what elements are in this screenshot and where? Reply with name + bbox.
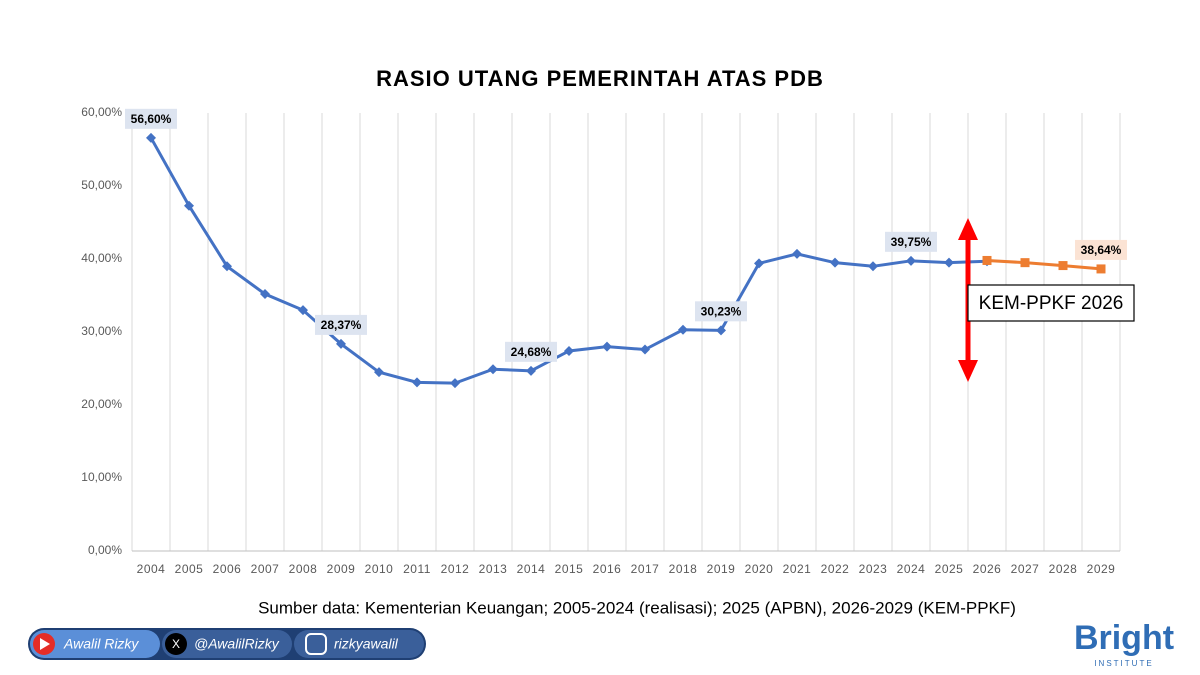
x-tick-label: 2006 xyxy=(213,562,242,576)
instagram-handle: rizkyawalil xyxy=(334,636,399,652)
marker xyxy=(146,132,156,143)
logo: Bright xyxy=(1074,619,1174,657)
x-tick-label: 2023 xyxy=(859,562,888,576)
data-label: 30,23% xyxy=(701,304,742,318)
y-tick-label: 0,00% xyxy=(88,543,122,557)
x-tick-label: 2009 xyxy=(327,562,356,576)
x-tick-label: 2016 xyxy=(593,562,622,576)
y-tick-label: 60,00% xyxy=(81,105,122,119)
marker xyxy=(982,255,992,265)
x-tick-label: 2025 xyxy=(935,562,964,576)
marker xyxy=(640,344,650,355)
y-tick-label: 30,00% xyxy=(81,324,122,338)
marker xyxy=(336,338,346,349)
marker xyxy=(830,257,840,268)
x-tick-label: 2022 xyxy=(821,562,850,576)
source: Sumber data: Kementerian Keuangan; 2005-… xyxy=(258,598,1016,617)
x-tick-label: 2020 xyxy=(745,562,774,576)
x-tick-label: 2010 xyxy=(365,562,394,576)
data-label: 38,64% xyxy=(1081,243,1122,257)
x-tick-label: 2012 xyxy=(441,562,470,576)
marker xyxy=(222,261,232,272)
marker xyxy=(716,325,726,336)
badge xyxy=(162,630,292,658)
youtube-play xyxy=(40,638,50,650)
marker xyxy=(450,378,460,389)
marker xyxy=(602,341,612,352)
marker xyxy=(564,345,574,356)
x-tick-label: 2026 xyxy=(973,562,1002,576)
arrow-head xyxy=(958,218,978,240)
marker xyxy=(374,367,384,378)
series-line xyxy=(986,258,1102,271)
x-tick-label: 2027 xyxy=(1011,562,1040,576)
x-tick-label: 2015 xyxy=(555,562,584,576)
x-tick-label: 2005 xyxy=(175,562,204,576)
x-tick-label: 2018 xyxy=(669,562,698,576)
instagram-icon xyxy=(305,633,327,655)
label-bg xyxy=(1075,239,1127,260)
x-tick-label: 2017 xyxy=(631,562,660,576)
marker xyxy=(906,255,916,266)
x-tick-label: 2019 xyxy=(707,562,736,576)
marker xyxy=(184,200,194,211)
y-tick-label: 40,00% xyxy=(81,251,122,265)
data-label: 56,60% xyxy=(131,112,172,126)
annotation: KEM-PPKF 2026 xyxy=(979,293,1124,314)
marker xyxy=(412,377,422,388)
x-tick-label: 2008 xyxy=(289,562,318,576)
data-label: 28,37% xyxy=(321,318,362,332)
x-tick-label: 2004 xyxy=(137,562,166,576)
marker xyxy=(1020,258,1030,268)
x-tick-label: 2029 xyxy=(1087,562,1116,576)
label-bg xyxy=(695,301,747,322)
label-bg xyxy=(505,341,557,362)
x-tick-label: 2014 xyxy=(517,562,546,576)
marker xyxy=(1096,264,1106,274)
marker xyxy=(754,258,764,269)
y-tick-label: 50,00% xyxy=(81,178,122,192)
marker xyxy=(488,364,498,375)
marker xyxy=(868,261,878,272)
annotation-box xyxy=(967,284,1135,322)
data-label: 39,75% xyxy=(891,235,932,249)
label-bg xyxy=(125,108,177,129)
x-tick-label: 2011 xyxy=(403,562,431,576)
marker xyxy=(260,289,270,300)
x-icon xyxy=(165,633,187,655)
chart-title: RASIO UTANG PEMERINTAH ATAS PDB xyxy=(376,66,824,91)
label-bg xyxy=(315,314,367,335)
x-tick-label: 2028 xyxy=(1049,562,1078,576)
x-tick-label: 2021 xyxy=(783,562,812,576)
logo-sub: INSTITUTE xyxy=(1094,659,1153,668)
arrow-head xyxy=(958,360,978,382)
youtube-name: Awalil Rizky xyxy=(63,636,139,652)
y-tick-label: 10,00% xyxy=(81,470,122,484)
plot-area: 0,00% 10,00% 20,00% 30,00% 40,00% 50,00% 60,00… xyxy=(81,105,1127,576)
badge xyxy=(30,630,160,658)
marker xyxy=(298,305,308,316)
x-tick-label: 2013 xyxy=(479,562,508,576)
marker xyxy=(1058,261,1068,271)
label-bg xyxy=(885,231,937,252)
x-handle: @AwalilRizky xyxy=(194,636,280,652)
marker xyxy=(944,257,954,268)
marker xyxy=(792,248,802,259)
x-tick-label: 2024 xyxy=(897,562,926,576)
social-badges: Awalil Rizky X @AwalilRizky rizkyawalil xyxy=(28,628,426,660)
marker xyxy=(526,365,536,376)
x-tick-label: 2007 xyxy=(251,562,280,576)
data-label: 24,68% xyxy=(511,345,552,359)
x-glyph: X xyxy=(172,637,180,651)
marker xyxy=(678,324,688,335)
y-tick-label: 20,00% xyxy=(81,397,122,411)
